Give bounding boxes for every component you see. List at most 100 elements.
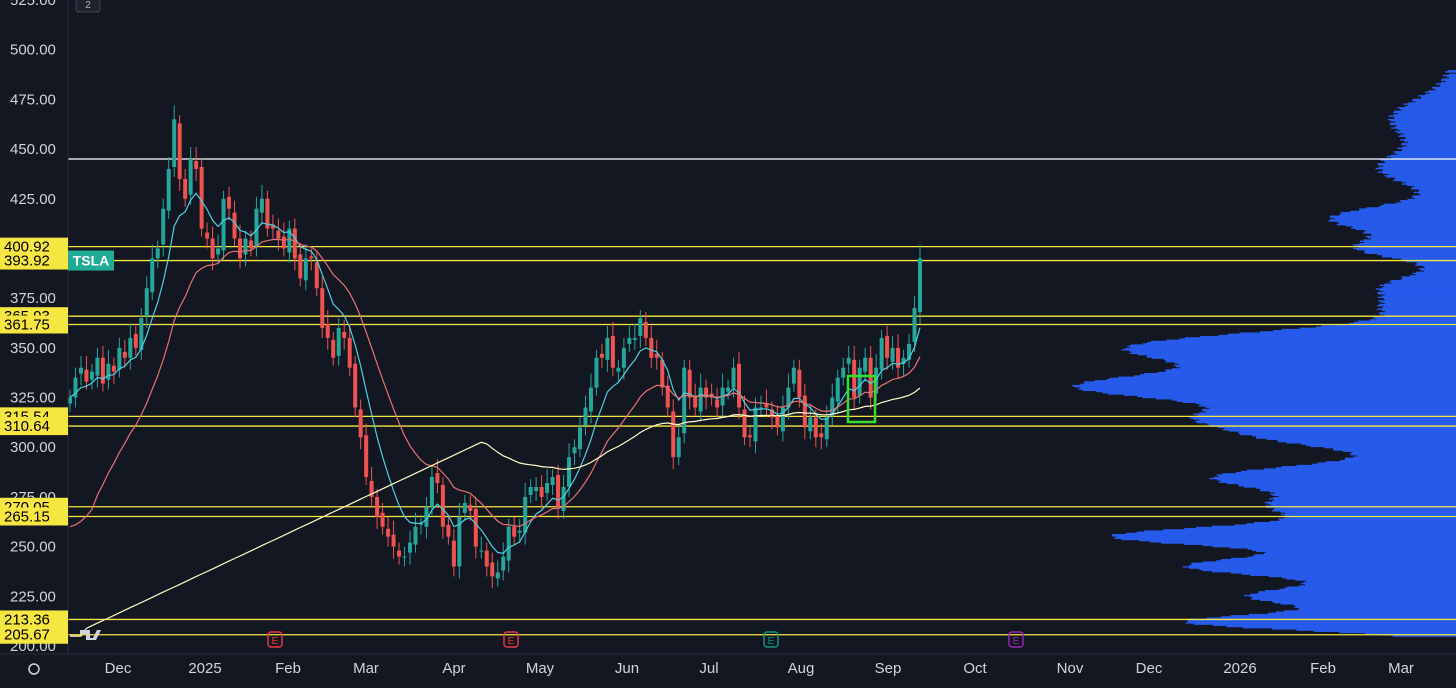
settings-icon[interactable] [28, 663, 40, 675]
volume-profile-bar [1297, 609, 1456, 611]
earnings-marker[interactable] [763, 631, 779, 648]
volume-profile-bar [1421, 269, 1456, 271]
setup-box-rect[interactable] [846, 374, 877, 424]
volume-profile-bar [1393, 151, 1456, 153]
candle-body [528, 486, 533, 495]
volume-profile-bar [1202, 561, 1456, 563]
volume-profile-bar [1387, 118, 1456, 121]
volume-profile-bar [1111, 535, 1456, 537]
volume-profile-bar [1265, 551, 1456, 554]
volume-profile-bar [1189, 567, 1456, 569]
candle-body [150, 258, 155, 293]
candle-body [567, 457, 572, 487]
volume-profile [1071, 70, 1456, 637]
volume-profile-bar [1379, 289, 1456, 291]
earnings-marker[interactable] [267, 631, 283, 648]
candle-body [106, 363, 111, 380]
time-tick-label: Dec [1136, 660, 1163, 677]
price-tick-label: 500.00 [10, 42, 56, 59]
volume-profile-bar [1250, 596, 1456, 598]
volume-profile-bar [1213, 476, 1456, 479]
volume-profile-bar [1435, 89, 1456, 91]
volume-profile-bar [1365, 252, 1456, 254]
volume-profile-bar [1107, 393, 1456, 395]
volume-profile-bar [1244, 594, 1456, 597]
candle-body [802, 395, 807, 428]
volume-profile-bar [1222, 473, 1456, 475]
volume-profile-bar [1144, 530, 1456, 532]
volume-profile-bar [1425, 93, 1456, 96]
volume-profile-bar [1243, 486, 1456, 488]
candle-body [726, 387, 731, 392]
candle-body [742, 409, 747, 438]
volume-profile-bar [1385, 310, 1456, 313]
candle-body [896, 347, 901, 368]
volume-profile-bar [1411, 99, 1456, 102]
candle-body [161, 208, 166, 245]
candle-body [188, 159, 193, 195]
volume-profile-bar [1325, 461, 1456, 463]
candle-body [468, 504, 473, 511]
volume-profile-bar [1397, 112, 1456, 115]
volume-profile-bar [1313, 630, 1456, 632]
volume-profile-bar [1411, 188, 1456, 190]
candle-body [863, 357, 868, 372]
volume-profile-bar [1407, 104, 1456, 107]
volume-profile-bar [1197, 414, 1456, 417]
candle-body [638, 318, 643, 336]
candle-body [166, 168, 171, 211]
volume-profile-bar [1191, 563, 1456, 566]
earnings-marker[interactable] [503, 631, 519, 648]
volume-profile-bar [1078, 388, 1456, 390]
volume-profile-bar [1165, 370, 1456, 373]
volume-profile-bar [1106, 378, 1456, 381]
volume-profile-bar [1345, 225, 1456, 227]
volume-profile-bar [1293, 604, 1456, 606]
candle-body [583, 407, 588, 426]
candle-body [248, 240, 253, 249]
volume-profile-bar [1381, 295, 1456, 297]
level-label-text: 265.15 [4, 509, 50, 526]
volume-profile-bar [1239, 485, 1456, 487]
volume-profile-bar [1395, 177, 1456, 179]
level-label-bg [0, 610, 68, 629]
volume-profile-bar [1268, 612, 1456, 615]
volume-profile-bar [1364, 250, 1456, 252]
candle-body [238, 238, 242, 259]
earnings-marker[interactable] [1008, 631, 1024, 648]
price-tick-label: 325.00 [10, 390, 56, 407]
volume-profile-bar [1185, 622, 1456, 624]
volume-profile-bar [1300, 443, 1456, 445]
volume-profile-bar [1415, 101, 1456, 103]
volume-profile-bar [1296, 605, 1456, 607]
volume-profile-bar [1239, 332, 1456, 334]
volume-profile-bar [1273, 508, 1456, 511]
volume-profile-bar [1384, 314, 1456, 316]
volume-profile-bar [1442, 74, 1456, 77]
candle-body [386, 528, 391, 537]
volume-profile-bar [1332, 448, 1456, 450]
pane-badge[interactable] [75, 0, 101, 13]
volume-profile-bar [1352, 451, 1456, 454]
volume-profile-bar [1402, 277, 1456, 279]
volume-profile-bar [1301, 582, 1456, 585]
volume-profile-bar [1350, 454, 1456, 456]
volume-profile-bar [1393, 116, 1456, 118]
volume-profile-bar [1399, 200, 1456, 202]
candle-body [177, 123, 182, 179]
volume-profile-bar [1357, 320, 1456, 322]
candle-body [791, 367, 796, 384]
volume-profile-bar [1394, 110, 1456, 113]
volume-profile-bar [1397, 147, 1456, 149]
volume-profile-bar [1208, 424, 1456, 426]
volume-profile-bar [1260, 599, 1456, 601]
volume-profile-bar [1137, 353, 1456, 356]
volume-profile-bar [1359, 208, 1456, 210]
candle-body [347, 337, 352, 368]
volume-profile-bar [1084, 382, 1456, 384]
candle-body [336, 327, 341, 356]
candle-body [84, 369, 89, 382]
volume-profile-bar [1274, 601, 1456, 604]
